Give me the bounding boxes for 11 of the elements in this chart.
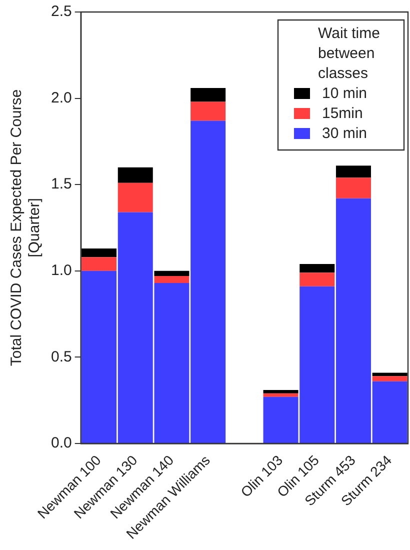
y-tick-label: 2.5 xyxy=(50,3,72,20)
y-tick-label: 2.0 xyxy=(50,89,72,106)
y-axis-title: Total COVID Cases Expected Per Course [Quarter] xyxy=(8,89,44,366)
legend-label: 30 min xyxy=(322,125,368,142)
y-tick-label: 0.0 xyxy=(50,434,72,452)
legend-title: Wait time between classes xyxy=(318,25,380,82)
y-tick-label: 1.0 xyxy=(50,262,72,280)
y-tick-label: 1.5 xyxy=(50,176,72,193)
legend-label: 10 min xyxy=(322,85,368,102)
legend-label: 15min xyxy=(322,105,363,122)
y-tick-label: 0.5 xyxy=(50,348,72,366)
